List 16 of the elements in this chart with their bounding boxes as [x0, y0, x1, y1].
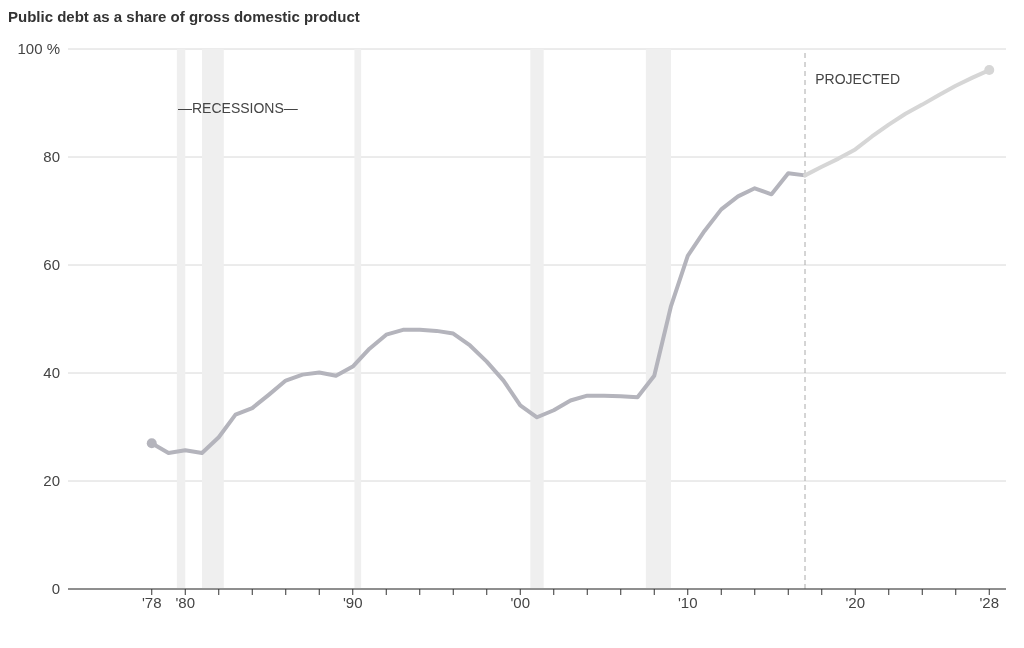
y-tick-label: 20	[43, 472, 60, 490]
y-tick-label: 0	[51, 580, 60, 598]
chart-title: Public debt as a share of gross domestic product	[8, 8, 361, 25]
x-tick-label: '10	[677, 593, 698, 611]
annotation: —RECESSIONS—	[178, 100, 298, 116]
y-tick-label: 100 %	[17, 40, 60, 58]
x-tick-label: '00	[510, 593, 531, 611]
y-tick-label: 80	[43, 148, 60, 166]
x-tick-label: '28	[979, 593, 1000, 611]
ref-line-label: PROJECTED	[815, 70, 900, 87]
y-tick-label: 60	[43, 256, 60, 274]
x-tick-label: '20	[845, 593, 866, 611]
x-tick-label: '80	[175, 593, 196, 611]
x-tick-label: '78	[141, 593, 162, 611]
y-tick-label: 40	[43, 364, 60, 382]
x-tick-label: '90	[342, 593, 363, 611]
